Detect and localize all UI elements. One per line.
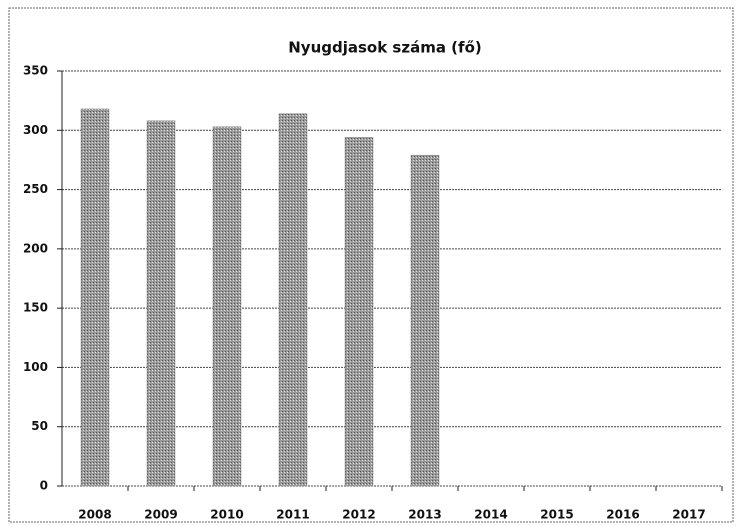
chart-title: Nyugdjasok száma (fő): [288, 39, 481, 57]
y-tick-label: 350: [23, 64, 48, 78]
y-tick-label: 150: [23, 301, 48, 315]
x-tick-label: 2012: [342, 508, 375, 522]
x-tick-label: 2011: [276, 508, 309, 522]
y-tick-label: 200: [23, 241, 48, 255]
chart-frame: [8, 7, 734, 523]
x-tick-label: 2010: [210, 508, 243, 522]
x-tick-label: 2015: [540, 508, 573, 522]
bar: [212, 126, 242, 487]
bar: [80, 108, 110, 487]
y-tick-label: 250: [23, 182, 48, 196]
bar: [146, 120, 176, 487]
bar: [410, 154, 440, 487]
y-tick-label: 300: [23, 123, 48, 137]
x-tick-label: 2009: [144, 508, 177, 522]
y-tick-label: 100: [23, 360, 48, 374]
y-tick-label: 50: [31, 419, 48, 433]
x-tick-label: 2014: [474, 508, 507, 522]
bar: [344, 137, 374, 487]
x-tick-label: 2017: [672, 508, 705, 522]
y-tick-label: 0: [40, 479, 48, 493]
bar: [278, 113, 308, 487]
x-tick-label: 2016: [606, 508, 639, 522]
x-tick-label: 2013: [408, 508, 441, 522]
x-tick-label: 2008: [78, 508, 111, 522]
